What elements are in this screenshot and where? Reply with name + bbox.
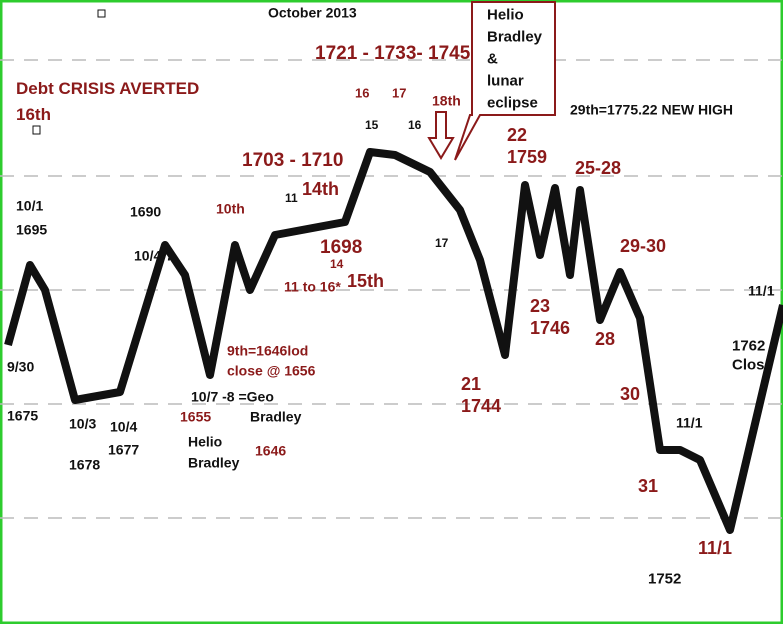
annotation: 11/1 bbox=[698, 538, 732, 558]
annotation: 16 bbox=[355, 86, 369, 101]
down-arrow bbox=[427, 111, 455, 160]
annotation: 29-30 bbox=[620, 236, 666, 256]
annotation: 1695 bbox=[16, 221, 47, 237]
callout-line: Helio bbox=[487, 6, 524, 23]
annotation: 1675 bbox=[7, 407, 38, 423]
annotation: Helio bbox=[188, 433, 222, 449]
annotation: 14 bbox=[330, 257, 344, 271]
annotation: Bradley bbox=[188, 454, 240, 470]
annotation: 1678 bbox=[69, 456, 100, 472]
callout-line: eclipse bbox=[487, 94, 538, 111]
annotation: 28 bbox=[595, 329, 615, 349]
annotation: 14th bbox=[302, 179, 339, 199]
annotation: 21 bbox=[461, 374, 481, 394]
annotation: 17 bbox=[392, 86, 406, 101]
annotation: 11 bbox=[285, 191, 298, 205]
forecast-path bbox=[4, 148, 783, 534]
annotation: 10/4-7 bbox=[134, 247, 174, 263]
annotation: 11 to 16* bbox=[284, 278, 341, 294]
annotation: 29th=1775.22 NEW HIGH bbox=[570, 101, 733, 117]
annotation: 10/7 -8 =Geo bbox=[191, 388, 274, 404]
annotation: 11/1 bbox=[748, 282, 775, 298]
annotation: 22 bbox=[507, 125, 527, 145]
annotation: 1759 bbox=[507, 147, 547, 167]
annotation: Bradley bbox=[250, 408, 302, 424]
callout-line: & bbox=[487, 50, 498, 67]
annotation: 10/1 bbox=[16, 197, 43, 213]
guide-lines bbox=[0, 59, 783, 519]
annotation: 1762 bbox=[732, 337, 765, 354]
annotation: 15th bbox=[347, 271, 384, 291]
annotation: 1721 - 1733- 1745 bbox=[315, 43, 471, 64]
annotation: 15 bbox=[365, 118, 379, 132]
annotation: 16 bbox=[408, 118, 422, 132]
marker-box bbox=[32, 125, 41, 135]
annotation: 30 bbox=[620, 384, 640, 404]
annotation: 10/4 bbox=[110, 418, 137, 434]
annotation: 1677 bbox=[108, 441, 139, 457]
callout-line: lunar bbox=[487, 72, 524, 89]
annotation: 1698 bbox=[320, 237, 362, 258]
annotation: 25-28 bbox=[575, 158, 621, 178]
annotation: 18th bbox=[432, 92, 461, 108]
title: October 2013 bbox=[268, 4, 357, 20]
annotation: 23 bbox=[530, 296, 550, 316]
annotation: Debt CRISIS AVERTED bbox=[16, 79, 199, 98]
annotation: 11/1 bbox=[676, 414, 703, 430]
annotations: 1721 - 1733- 1745 Debt CRISIS AVERTED 16th… bbox=[7, 43, 775, 588]
annotation: 31 bbox=[638, 476, 658, 496]
annotation: 1690 bbox=[130, 203, 161, 219]
marker-box bbox=[97, 9, 106, 18]
annotation: 1752 bbox=[648, 570, 681, 587]
annotation: 1746 bbox=[530, 318, 570, 338]
annotation: 1703 - 1710 bbox=[242, 150, 343, 171]
annotation: 1655 bbox=[180, 408, 211, 424]
callout-line: Bradley bbox=[487, 28, 543, 45]
callout-text: Helio Bradley & lunar eclipse bbox=[487, 6, 543, 111]
annotation: close @ 1656 bbox=[227, 362, 316, 378]
annotation: 9th=1646lod bbox=[227, 342, 308, 358]
callout-box bbox=[454, 1, 556, 161]
annotation: 10/3 bbox=[69, 415, 96, 431]
annotation: 9/30 bbox=[7, 358, 34, 374]
annotation: 1646 bbox=[255, 442, 286, 458]
annotation: 17 bbox=[435, 236, 449, 250]
annotation: Close bbox=[732, 356, 773, 373]
annotation: 16th bbox=[16, 105, 51, 124]
annotation: 10th bbox=[216, 200, 245, 216]
annotation: 1744 bbox=[461, 396, 501, 416]
